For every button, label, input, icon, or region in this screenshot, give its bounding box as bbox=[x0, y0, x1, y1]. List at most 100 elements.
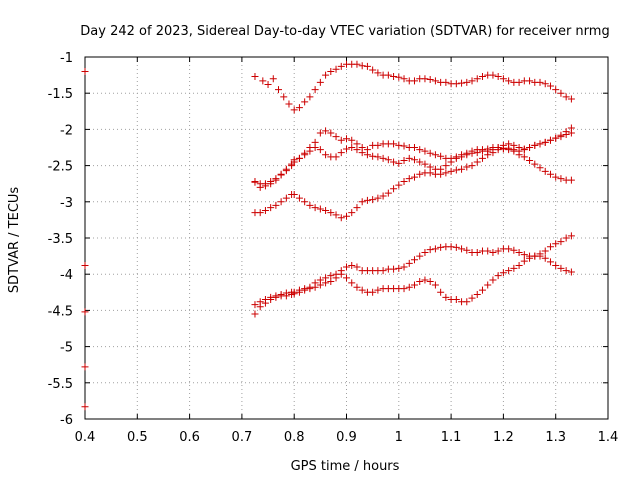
x-tick-label: 0.4 bbox=[75, 430, 96, 445]
data-point bbox=[290, 290, 298, 298]
data-point bbox=[256, 209, 264, 217]
y-tick-label: -5.5 bbox=[48, 377, 73, 392]
x-tick-label: 1 bbox=[395, 430, 403, 445]
data-point bbox=[426, 246, 434, 254]
data-point bbox=[400, 75, 408, 83]
grid bbox=[85, 57, 608, 419]
x-tick-label: 1.2 bbox=[493, 430, 514, 445]
series-track-e bbox=[251, 243, 575, 309]
data-point bbox=[369, 196, 377, 204]
data-point bbox=[499, 269, 507, 277]
data-point bbox=[484, 247, 492, 255]
data-point bbox=[473, 158, 481, 166]
data-point bbox=[546, 136, 554, 144]
data-point bbox=[478, 154, 486, 162]
data-point bbox=[447, 243, 455, 251]
data-point bbox=[510, 146, 518, 154]
data-point bbox=[531, 252, 539, 260]
y-tick-labels: -1 -1.5 -2 -2.5 -3 -3.5 -4 -4.5 -5 -5.5 -6 bbox=[48, 51, 73, 428]
x-axis-label: GPS time / hours bbox=[291, 459, 400, 474]
x-tick-label: 1.3 bbox=[545, 430, 566, 445]
data-point bbox=[261, 206, 269, 214]
data-point bbox=[264, 81, 272, 89]
data-point bbox=[531, 141, 539, 149]
data-point bbox=[322, 206, 330, 214]
data-point bbox=[301, 198, 309, 206]
data-point bbox=[272, 293, 280, 301]
data-point bbox=[272, 176, 280, 184]
data-point bbox=[426, 169, 434, 177]
data-point bbox=[395, 159, 403, 167]
data-point bbox=[400, 142, 408, 150]
data-point bbox=[400, 178, 408, 186]
data-point bbox=[442, 169, 450, 177]
data-point bbox=[510, 246, 518, 254]
data-point bbox=[426, 75, 434, 83]
data-point bbox=[395, 181, 403, 189]
data-point bbox=[473, 290, 481, 298]
data-point bbox=[400, 157, 408, 165]
data-point bbox=[557, 238, 565, 246]
data-point bbox=[410, 144, 418, 151]
data-point bbox=[390, 265, 398, 273]
data-point bbox=[337, 270, 345, 278]
data-point bbox=[390, 73, 398, 81]
data-point bbox=[363, 62, 371, 70]
data-point bbox=[426, 149, 434, 157]
data-point bbox=[311, 144, 319, 151]
data-point bbox=[272, 201, 280, 209]
data-point bbox=[306, 201, 314, 209]
x-tick-label: 1.4 bbox=[598, 430, 619, 445]
data-point bbox=[557, 131, 565, 139]
data-point bbox=[531, 160, 539, 168]
data-point bbox=[337, 149, 345, 157]
x-tick-labels: 0.4 0.5 0.6 0.7 0.8 0.9 1 1.1 1.2 1.3 1.4 bbox=[75, 430, 619, 445]
data-point bbox=[316, 78, 324, 86]
data-point bbox=[301, 98, 309, 106]
data-point bbox=[327, 209, 335, 217]
data-point bbox=[468, 294, 476, 302]
data-point bbox=[526, 254, 534, 262]
data-point bbox=[557, 264, 565, 272]
data-point bbox=[81, 308, 89, 316]
data-point bbox=[541, 254, 549, 262]
data-point bbox=[332, 211, 340, 219]
data-point bbox=[431, 245, 439, 253]
series-track-d bbox=[251, 124, 575, 222]
data-point bbox=[416, 277, 424, 285]
data-point bbox=[489, 276, 497, 284]
data-point bbox=[567, 95, 575, 103]
data-point bbox=[536, 164, 544, 172]
data-point bbox=[374, 194, 382, 202]
data-point bbox=[541, 80, 549, 88]
data-point bbox=[463, 151, 471, 159]
data-point bbox=[421, 276, 429, 284]
data-point bbox=[557, 175, 565, 183]
data-point bbox=[526, 144, 534, 151]
data-point bbox=[295, 154, 303, 162]
data-point bbox=[311, 204, 319, 212]
data-point bbox=[269, 75, 277, 83]
y-axis-label: SDTVAR / TECUs bbox=[7, 187, 22, 294]
data-point bbox=[290, 106, 298, 114]
data-point bbox=[541, 247, 549, 255]
data-point bbox=[546, 170, 554, 178]
data-point bbox=[458, 165, 466, 173]
data-point bbox=[327, 277, 335, 285]
data-point bbox=[295, 104, 303, 112]
data-point bbox=[316, 281, 324, 289]
series-track-b bbox=[251, 127, 575, 188]
data-point bbox=[251, 178, 259, 186]
data-point bbox=[379, 154, 387, 162]
data-point bbox=[562, 267, 570, 275]
data-point bbox=[421, 248, 429, 256]
data-point bbox=[261, 182, 269, 190]
series-track-c bbox=[251, 129, 575, 191]
data-point bbox=[282, 292, 290, 300]
data-point bbox=[520, 257, 528, 265]
data-point bbox=[442, 78, 450, 86]
data-point bbox=[546, 243, 554, 251]
data-point bbox=[288, 160, 296, 168]
data-point bbox=[541, 138, 549, 146]
data-point bbox=[306, 93, 314, 101]
